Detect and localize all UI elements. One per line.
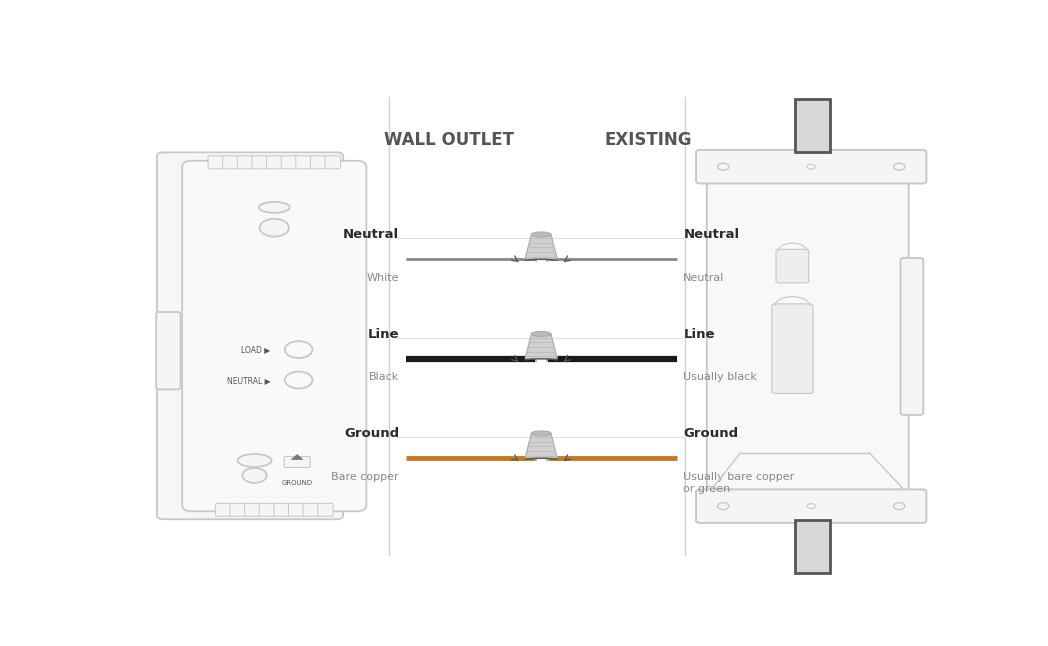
FancyBboxPatch shape <box>281 156 297 169</box>
FancyBboxPatch shape <box>284 457 310 468</box>
Text: EXISTING: EXISTING <box>605 130 692 149</box>
Text: Usually black: Usually black <box>683 373 757 382</box>
Text: Neutral: Neutral <box>683 228 740 241</box>
Circle shape <box>718 163 729 170</box>
FancyBboxPatch shape <box>771 304 813 393</box>
FancyBboxPatch shape <box>209 156 223 169</box>
FancyBboxPatch shape <box>182 161 367 511</box>
FancyBboxPatch shape <box>266 156 282 169</box>
Text: Neutral: Neutral <box>343 228 399 241</box>
Text: Neutral: Neutral <box>683 273 724 283</box>
FancyBboxPatch shape <box>237 156 253 169</box>
Circle shape <box>285 341 312 358</box>
FancyBboxPatch shape <box>325 156 341 169</box>
FancyBboxPatch shape <box>156 312 180 390</box>
FancyBboxPatch shape <box>318 503 333 516</box>
Polygon shape <box>525 433 558 458</box>
Text: GROUND: GROUND <box>282 481 312 486</box>
FancyBboxPatch shape <box>706 180 909 492</box>
Text: LOAD ▶: LOAD ▶ <box>241 345 270 354</box>
Text: WALL OUTLET: WALL OUTLET <box>385 130 515 149</box>
Ellipse shape <box>531 431 551 436</box>
Circle shape <box>242 468 266 483</box>
FancyBboxPatch shape <box>696 150 926 183</box>
FancyBboxPatch shape <box>157 152 343 519</box>
FancyBboxPatch shape <box>244 503 260 516</box>
Text: Bare copper: Bare copper <box>331 472 399 482</box>
Polygon shape <box>291 455 303 459</box>
Text: NEUTRAL ▶: NEUTRAL ▶ <box>226 375 270 384</box>
Circle shape <box>894 163 904 170</box>
Circle shape <box>894 503 904 510</box>
Text: Ground: Ground <box>683 427 739 440</box>
Circle shape <box>807 504 815 508</box>
Circle shape <box>260 219 289 236</box>
FancyBboxPatch shape <box>310 156 326 169</box>
Polygon shape <box>795 521 830 574</box>
FancyBboxPatch shape <box>230 503 245 516</box>
Circle shape <box>718 503 729 510</box>
Text: Line: Line <box>683 328 715 340</box>
Text: White: White <box>367 273 399 283</box>
Polygon shape <box>525 234 558 259</box>
Polygon shape <box>525 334 558 359</box>
FancyBboxPatch shape <box>296 156 311 169</box>
FancyBboxPatch shape <box>303 503 319 516</box>
Text: Line: Line <box>368 328 399 340</box>
Text: Ground: Ground <box>344 427 399 440</box>
Circle shape <box>285 371 312 388</box>
FancyBboxPatch shape <box>222 156 238 169</box>
Circle shape <box>807 164 815 169</box>
Ellipse shape <box>259 202 289 213</box>
FancyBboxPatch shape <box>900 258 923 415</box>
Ellipse shape <box>531 232 551 237</box>
Ellipse shape <box>238 454 271 467</box>
FancyBboxPatch shape <box>696 490 926 523</box>
Ellipse shape <box>531 331 551 337</box>
FancyBboxPatch shape <box>259 503 275 516</box>
FancyBboxPatch shape <box>777 249 809 283</box>
FancyBboxPatch shape <box>252 156 267 169</box>
FancyBboxPatch shape <box>274 503 289 516</box>
Polygon shape <box>795 99 830 152</box>
Text: Black: Black <box>369 373 399 382</box>
FancyBboxPatch shape <box>216 503 231 516</box>
FancyBboxPatch shape <box>288 503 304 516</box>
Text: Usually bare copper
or green: Usually bare copper or green <box>683 472 794 494</box>
